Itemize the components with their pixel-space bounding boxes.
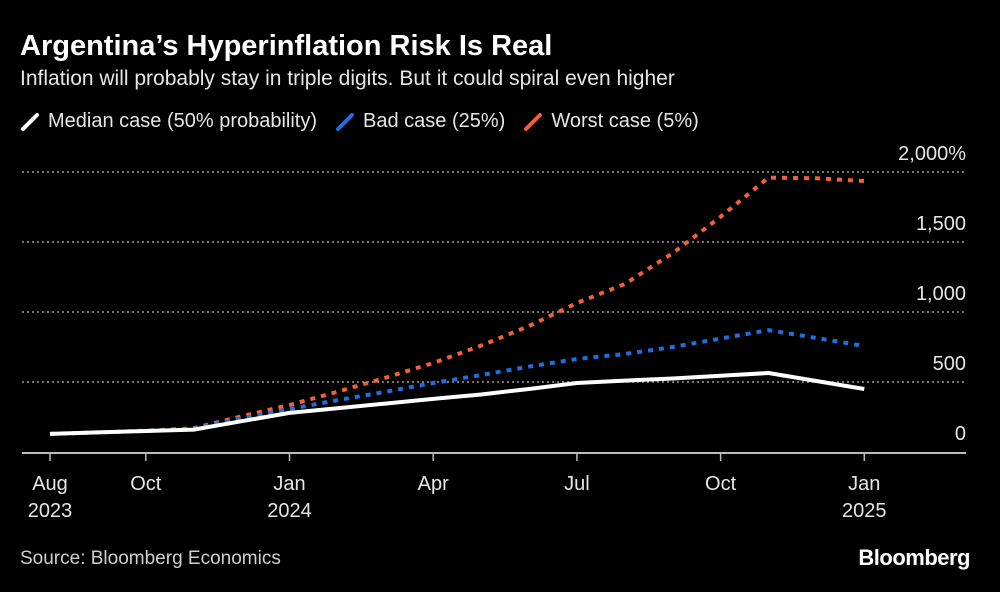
y-tick-label: 0 [955,423,966,445]
bloomberg-logo: Bloomberg [858,545,970,570]
x-tick-label: Jul [564,473,590,495]
legend-item: Bad case (25%) [335,110,505,133]
legend-swatch-icon [524,112,543,131]
chart-subtitle: Inflation will probably stay in triple d… [20,67,675,90]
x-tick-year: 2024 [267,500,312,522]
y-tick-label: 1,500 [916,213,966,235]
x-tick-year: 2025 [842,500,887,522]
x-tick-label: Oct [130,473,162,495]
legend: Median case (50% probability) Bad case (2… [20,110,699,133]
legend-label: Median case (50% probability) [48,110,318,132]
legend-item: Worst case (5%) [523,110,699,133]
legend-swatch-icon [21,112,39,131]
legend-label: Bad case (25%) [363,110,506,132]
legend-swatch-icon [336,112,355,131]
x-tick-year: 2023 [28,500,73,522]
source-note: Source: Bloomberg Economics [20,548,281,569]
x-tick-label: Jan [273,473,305,495]
chart-title: Argentina’s Hyperinflation Risk Is Real [20,30,553,62]
legend-item: Median case (50% probability) [20,110,317,133]
y-tick-label: 1,000 [916,283,966,305]
x-tick-label: Oct [705,473,737,495]
x-tick-label: Aug [32,473,68,495]
x-tick-label: Apr [418,473,449,495]
x-tick-label: Jan [848,473,880,495]
y-tick-label: 500 [933,353,966,375]
y-tick-label: 2,000% [898,143,966,165]
series-line-median [49,371,865,436]
legend-label: Worst case (5%) [551,110,699,132]
